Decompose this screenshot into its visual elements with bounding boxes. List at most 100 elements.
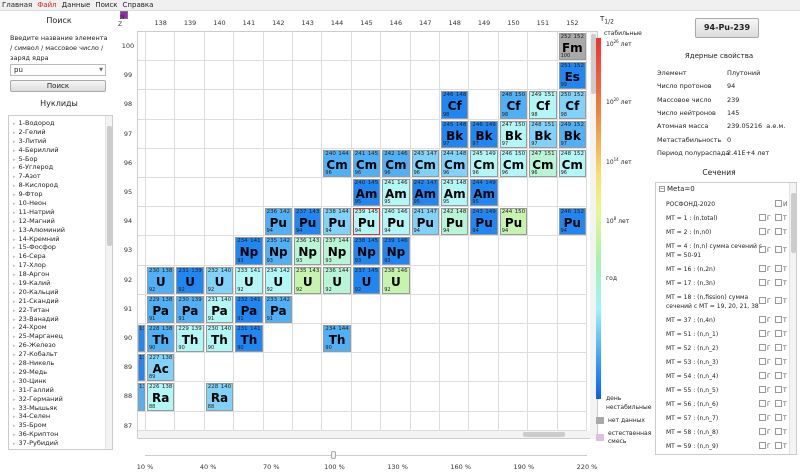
- nuclide-cell[interactable]: 234 144 Th 90: [323, 325, 351, 353]
- grid-cell[interactable]: [557, 353, 587, 383]
- grid-cell[interactable]: [381, 178, 411, 208]
- element-list-item[interactable]: 3-Литий: [9, 137, 112, 146]
- grid-cell[interactable]: [322, 411, 352, 431]
- grid-cell[interactable]: [293, 207, 323, 237]
- grid-cell[interactable]: [322, 119, 352, 149]
- element-list-item[interactable]: 13-Алюминий: [9, 226, 112, 235]
- element-list-item[interactable]: 17-Хлор: [9, 261, 112, 270]
- grid-cell[interactable]: [410, 119, 440, 149]
- grid-cell[interactable]: [263, 61, 293, 91]
- grid-cell[interactable]: [234, 411, 264, 431]
- grid-cell[interactable]: [440, 411, 470, 431]
- grid-cell[interactable]: [293, 294, 323, 324]
- grid-cell[interactable]: [138, 382, 146, 412]
- checkbox-t[interactable]: Т: [775, 316, 787, 324]
- grid-cell[interactable]: [528, 411, 558, 431]
- menu-item[interactable]: Справка: [122, 1, 154, 9]
- library-checkbox[interactable]: И: [775, 200, 788, 208]
- checkbox-t[interactable]: Т: [775, 428, 787, 436]
- checkbox-g[interactable]: Г: [759, 428, 771, 436]
- element-list-item[interactable]: 28-Никель: [9, 359, 112, 368]
- grid-cell[interactable]: [234, 294, 264, 324]
- grid-cell[interactable]: [234, 178, 264, 208]
- grid-cell[interactable]: [138, 353, 146, 383]
- grid-cell[interactable]: [440, 353, 470, 383]
- grid-cell[interactable]: [498, 411, 529, 431]
- grid-cell[interactable]: [322, 294, 352, 324]
- grid-cell[interactable]: [138, 90, 146, 120]
- grid-cell[interactable]: [440, 90, 470, 120]
- grid-cell[interactable]: [557, 265, 587, 295]
- grid-cell[interactable]: [293, 178, 323, 208]
- grid-cell[interactable]: [204, 236, 235, 266]
- grid-cell[interactable]: [204, 32, 235, 62]
- grid-cell[interactable]: [263, 32, 293, 62]
- grid-cell[interactable]: [175, 324, 205, 354]
- grid-cell[interactable]: [498, 353, 529, 383]
- grid-cell[interactable]: [293, 119, 323, 149]
- grid-cell[interactable]: [410, 148, 440, 178]
- grid-cell[interactable]: [557, 207, 587, 237]
- element-list-item[interactable]: 16-Сера: [9, 252, 112, 261]
- grid-cell[interactable]: [293, 411, 323, 431]
- menu-item[interactable]: Поиск: [95, 1, 118, 9]
- grid-cell[interactable]: [234, 382, 264, 412]
- grid-cell[interactable]: [263, 90, 293, 120]
- grid-cell[interactable]: [498, 90, 529, 120]
- nuclide-cell[interactable]: 230 140 Th 90: [205, 325, 234, 353]
- grid-cell[interactable]: [138, 236, 146, 266]
- grid-cell[interactable]: [138, 148, 146, 178]
- nuclide-cell[interactable]: 245 148 Bk 97: [441, 120, 469, 148]
- grid-cell[interactable]: [175, 382, 205, 412]
- nuclide-cell[interactable]: 232 141 Pa 91: [235, 295, 263, 323]
- grid-cell[interactable]: [498, 207, 529, 237]
- grid-cell[interactable]: [204, 119, 235, 149]
- grid-cell[interactable]: [234, 32, 264, 62]
- grid-cell[interactable]: [381, 90, 411, 120]
- grid-cell[interactable]: [263, 236, 293, 266]
- nuclide-cell[interactable]: 237 144 Np 93: [323, 237, 351, 265]
- nuclide-cell[interactable]: 227137Th90: [138, 325, 145, 353]
- checkbox-t[interactable]: Т: [775, 265, 787, 273]
- element-list-item[interactable]: 9-Фтор: [9, 190, 112, 199]
- grid-cell[interactable]: [322, 236, 352, 266]
- checkbox-g[interactable]: Г: [759, 414, 771, 422]
- grid-cell[interactable]: [381, 324, 411, 354]
- checkbox-t[interactable]: Т: [775, 372, 787, 380]
- grid-cell[interactable]: [440, 148, 470, 178]
- grid-cell[interactable]: [351, 178, 382, 208]
- grid-cell[interactable]: [498, 382, 529, 412]
- grid-cell[interactable]: [469, 236, 499, 266]
- grid-cell[interactable]: [351, 90, 382, 120]
- grid-cell[interactable]: [175, 61, 205, 91]
- grid-cell[interactable]: [410, 411, 440, 431]
- nuclide-cell[interactable]: 246 149 Bk 97: [470, 120, 498, 148]
- element-list-item[interactable]: 15-Фосфор: [9, 243, 112, 252]
- checkbox-g[interactable]: Г: [759, 228, 771, 236]
- element-list-item[interactable]: 5-Бор: [9, 155, 112, 164]
- grid-cell[interactable]: [351, 148, 382, 178]
- nuclide-cell[interactable]: 229 139 Th 90: [176, 325, 204, 353]
- nuclide-cell[interactable]: 238 145 Np 93: [352, 237, 381, 265]
- grid-cell[interactable]: [381, 265, 411, 295]
- grid-cell[interactable]: [146, 61, 176, 91]
- grid-cell[interactable]: [204, 353, 235, 383]
- nuclide-cell[interactable]: 240 145 Am 95: [352, 179, 381, 207]
- grid-cell[interactable]: [322, 207, 352, 237]
- nuclide-cell[interactable]: 243 148 Am 95: [441, 179, 469, 207]
- checkbox-g[interactable]: Г: [759, 344, 771, 352]
- grid-cell[interactable]: [234, 353, 264, 383]
- grid-cell[interactable]: [410, 32, 440, 62]
- grid-cell[interactable]: [381, 294, 411, 324]
- metastable-marker[interactable]: [120, 11, 128, 19]
- nuclide-cell[interactable]: 244 150 Pu 94: [499, 208, 528, 236]
- grid-cell[interactable]: [263, 411, 293, 431]
- grid-cell[interactable]: [469, 382, 499, 412]
- grid-cell[interactable]: [234, 148, 264, 178]
- checkbox-g[interactable]: Г: [759, 330, 771, 338]
- grid-cell[interactable]: [146, 119, 176, 149]
- checkbox-t[interactable]: Т: [775, 344, 787, 352]
- grid-cell[interactable]: [528, 324, 558, 354]
- chart-vertical-scrollbar[interactable]: [590, 32, 597, 439]
- grid-cell[interactable]: [351, 32, 382, 62]
